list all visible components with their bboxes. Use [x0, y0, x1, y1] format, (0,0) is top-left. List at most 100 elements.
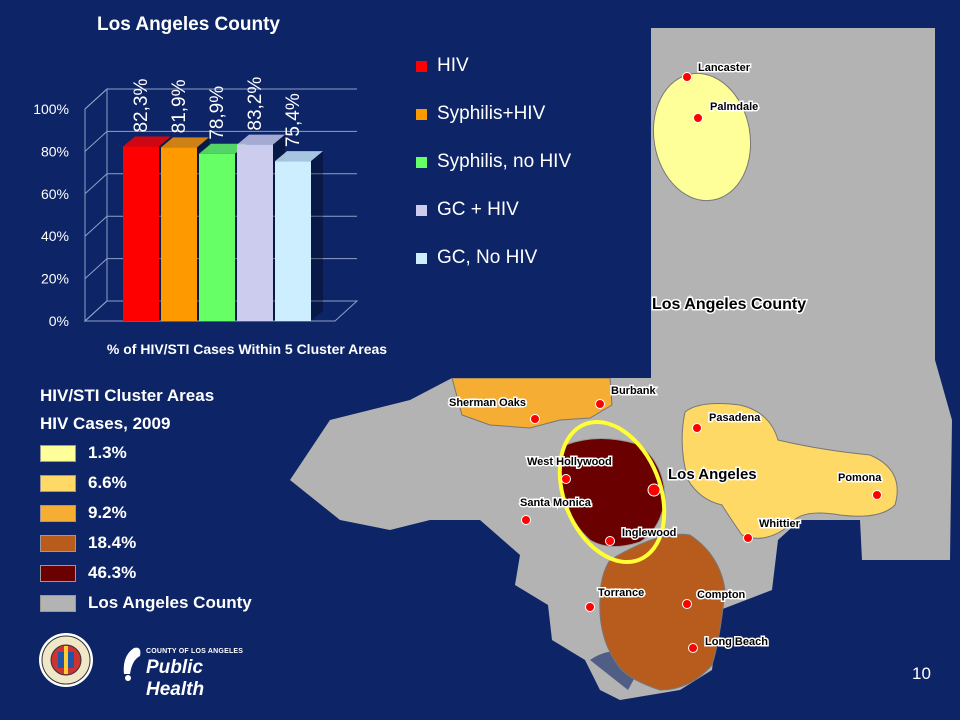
- cluster-legend-title: HIV/STI Cluster Areas: [40, 386, 215, 405]
- city-dot: [682, 599, 692, 609]
- cluster-legend-swatch: [40, 474, 76, 492]
- city-dot: [561, 474, 571, 484]
- x-axis-label: % of HIV/STI Cases Within 5 Cluster Area…: [107, 341, 387, 357]
- city-label: Torrance: [598, 587, 644, 599]
- bar-data-label: 75,4%: [283, 93, 304, 147]
- chart-title: Los Angeles County: [97, 14, 280, 35]
- gridline-diagonal: [84, 258, 108, 279]
- cluster-legend-item: 46.3%: [40, 558, 252, 588]
- bar-front: [199, 153, 235, 321]
- legend-item: Syphilis, no HIV: [416, 138, 571, 186]
- bar-data-label: 82,3%: [131, 79, 152, 133]
- city-label: Compton: [697, 589, 746, 601]
- cluster-legend-label: 6.6%: [88, 473, 127, 492]
- city-label: Long Beach: [705, 636, 768, 648]
- gridline-diagonal: [84, 88, 108, 110]
- bar-data-label: 81,9%: [169, 79, 190, 133]
- legend-item: GC + HIV: [416, 186, 571, 234]
- chart-panel: Los Angeles County 0% 20% 40% 60% 80% 100% 82,…: [5, 4, 651, 378]
- page-number: 10: [912, 664, 931, 683]
- gridline-diagonal: [84, 173, 108, 195]
- y-tick-label: 60%: [41, 186, 69, 202]
- city-dot: [585, 602, 595, 612]
- cluster-legend-item: Los Angeles County: [40, 588, 252, 618]
- legend-swatch: [416, 156, 427, 168]
- y-tick-label: 100%: [33, 101, 69, 117]
- bar-top: [237, 134, 285, 145]
- bar-data-label: 83,2%: [245, 77, 266, 131]
- y-tick-label: 20%: [41, 271, 69, 287]
- chart-side-wall: [84, 87, 108, 323]
- bar-top: [199, 143, 247, 154]
- cluster-south-bay: [599, 533, 726, 691]
- legend-swatch: [416, 108, 427, 120]
- city-dot: [647, 483, 661, 497]
- city-dot: [692, 423, 702, 433]
- cluster-legend-label: 1.3%: [88, 443, 127, 462]
- cluster-legend-subtitle: HIV Cases, 2009: [40, 414, 171, 433]
- city-dot: [872, 490, 882, 500]
- city-dot: [605, 536, 615, 546]
- gridline-diagonal: [84, 300, 108, 322]
- public-health-small-text: COUNTY OF LOS ANGELES: [146, 648, 244, 655]
- legend-swatch: [416, 252, 427, 264]
- county-shape: [290, 28, 952, 700]
- cluster-legend: HIV/STI Cluster Areas HIV Cases, 2009 1.…: [40, 382, 252, 618]
- cluster-legend-swatch: [40, 444, 76, 462]
- cluster-legend-item: 1.3%: [40, 438, 252, 468]
- city-label: Burbank: [611, 385, 657, 397]
- city-label: Palmdale: [710, 101, 758, 113]
- legend-swatch: [416, 204, 427, 216]
- bar-top: [275, 151, 323, 162]
- cluster-legend-item: 6.6%: [40, 468, 252, 498]
- public-health-logo: COUNTY OF LOS ANGELES Public Health: [120, 640, 260, 700]
- legend-label: GC + HIV: [437, 199, 519, 220]
- city-dot: [521, 515, 531, 525]
- city-label: Whittier: [759, 518, 801, 530]
- cluster-legend-swatch: [40, 564, 76, 582]
- bar-data-label: 78,9%: [207, 86, 228, 140]
- legend-item: HIV: [416, 42, 571, 90]
- city-label: Pasadena: [709, 412, 761, 424]
- gridline-diagonal: [84, 215, 108, 237]
- public-health-big-text: Public Health: [146, 657, 205, 700]
- legend-label: HIV: [437, 55, 469, 76]
- city-dot: [530, 414, 540, 424]
- city-label: Sherman Oaks: [449, 397, 526, 409]
- cluster-legend-swatch: [40, 534, 76, 552]
- cluster-legend-item: 9.2%: [40, 498, 252, 528]
- cluster-legend-label: 9.2%: [88, 503, 127, 522]
- city-label: Pomona: [838, 472, 882, 484]
- cluster-sherman-oaks: [451, 377, 613, 429]
- cluster-legend-item: 18.4%: [40, 528, 252, 558]
- city-dot: [595, 399, 605, 409]
- bar-chart: 0% 20% 40% 60% 80% 100% 82,3% 81,9% 78,9% 83,2% 75…: [33, 77, 387, 357]
- county-label: Los Angeles County: [652, 296, 806, 313]
- city-dot: [743, 533, 753, 543]
- bar-front: [123, 146, 159, 321]
- bar-4: 75,4%: [275, 93, 323, 321]
- county-seal-icon: [39, 633, 93, 687]
- city-label: Inglewood: [622, 527, 676, 539]
- gridline-diagonal: [84, 131, 108, 152]
- bar-front: [161, 147, 197, 321]
- chart-legend: HIV Syphilis+HIV Syphilis, no HIV GC + HIV G…: [416, 42, 571, 282]
- bar-top: [161, 137, 209, 148]
- legend-label: GC, No HIV: [437, 247, 538, 268]
- city-dot: [693, 113, 703, 123]
- city-dot: [682, 72, 692, 82]
- y-tick-label: 80%: [41, 143, 69, 159]
- legend-label: Syphilis+HIV: [437, 103, 546, 124]
- public-health-mark-icon: [123, 647, 141, 681]
- y-tick-label: 0%: [49, 313, 69, 329]
- city-label: Santa Monica: [520, 497, 592, 509]
- cluster-legend-swatch: [40, 594, 76, 612]
- legend-item: Syphilis+HIV: [416, 90, 571, 138]
- cluster-legend-label: 18.4%: [88, 533, 137, 552]
- cluster-legend-label: Los Angeles County: [88, 593, 252, 612]
- city-dot: [688, 643, 698, 653]
- bar-front: [275, 161, 311, 321]
- bar-side: [311, 151, 323, 321]
